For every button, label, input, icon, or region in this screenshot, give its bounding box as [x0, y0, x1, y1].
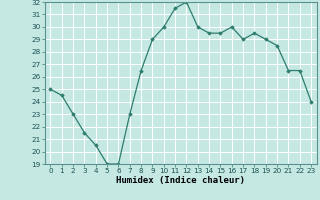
X-axis label: Humidex (Indice chaleur): Humidex (Indice chaleur): [116, 176, 245, 185]
